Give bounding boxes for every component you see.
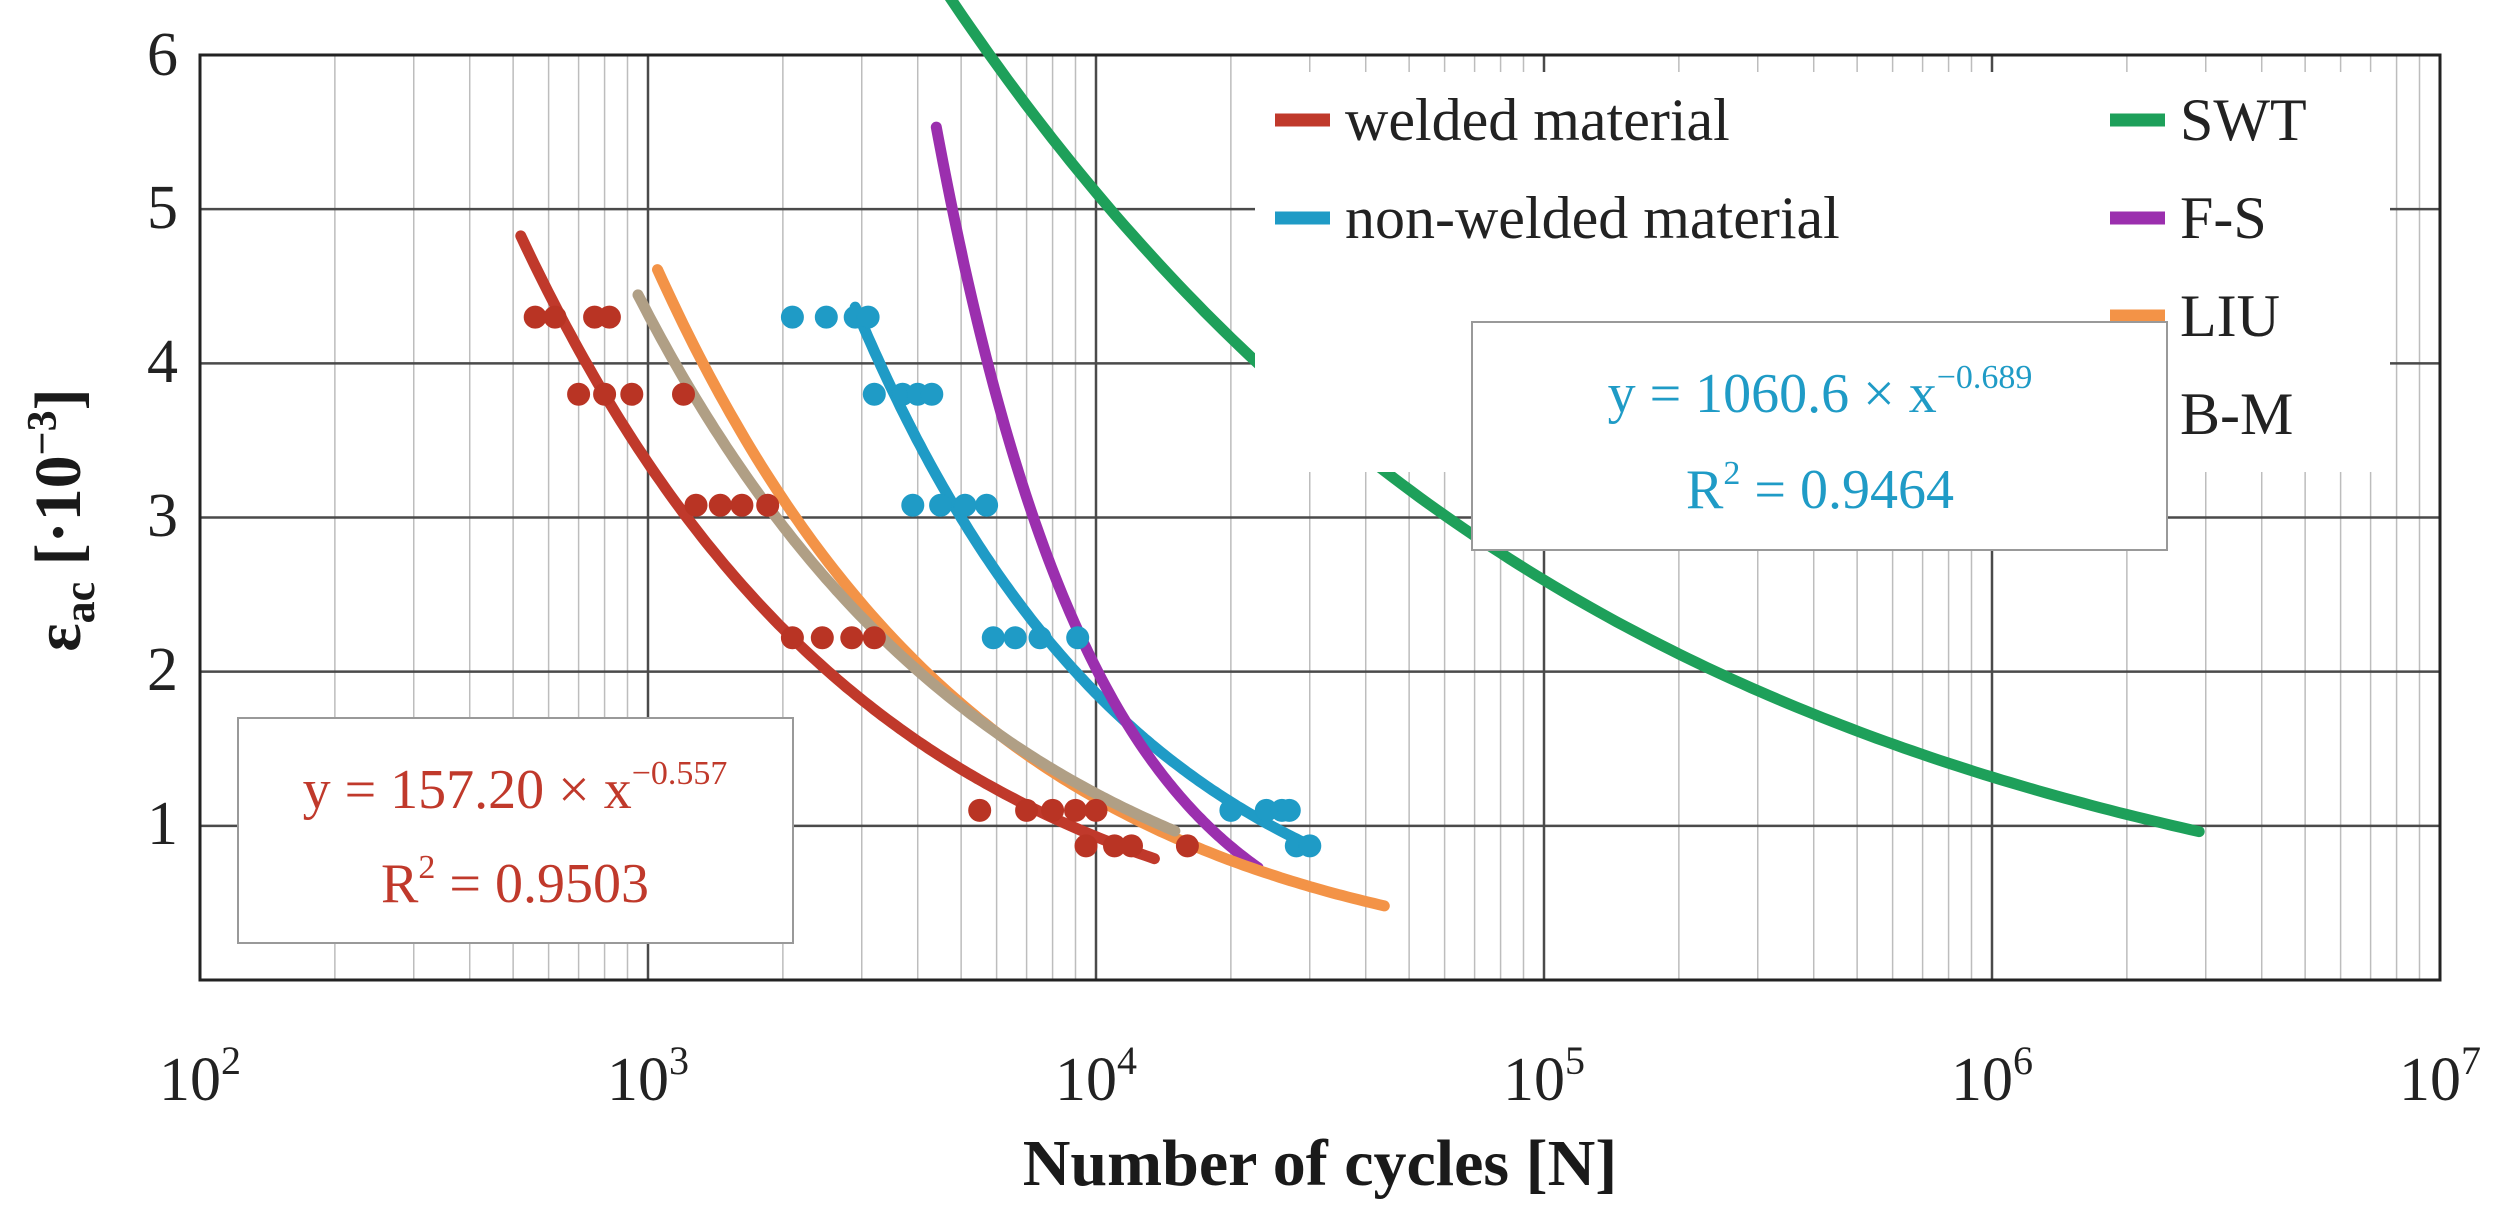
data-point	[840, 626, 864, 650]
legend-item-liu: LIU	[2110, 283, 2280, 349]
fit-curve-b-m	[632, 289, 1181, 837]
y-tick-label: 6	[147, 21, 178, 89]
data-point	[1175, 834, 1199, 858]
data-point	[810, 626, 834, 650]
data-points	[523, 305, 1322, 858]
data-point	[1277, 798, 1301, 822]
legend-label: welded material	[1345, 87, 1730, 153]
data-point	[567, 382, 591, 406]
x-axis-title: Number of cycles [N]	[1023, 1127, 1617, 1200]
data-point	[756, 493, 780, 517]
x-tick-label: 106	[1951, 1038, 2033, 1114]
data-point	[1066, 626, 1090, 650]
x-tick-label: 103	[607, 1038, 689, 1114]
data-point	[593, 382, 617, 406]
data-point	[1298, 834, 1322, 858]
annotation-r2: R2 = 0.9503	[381, 849, 649, 915]
data-point	[1074, 834, 1098, 858]
legend-item-nonwelded: non-welded material	[1275, 185, 1840, 251]
annotation-nonwelded-fit: y = 1060.6 × x−0.689 R2 = 0.9464	[1471, 321, 2168, 551]
data-point	[708, 493, 732, 517]
data-point	[1015, 798, 1039, 822]
data-point	[975, 493, 999, 517]
data-point	[730, 493, 754, 517]
legend-label: SWT	[2180, 87, 2307, 153]
annotation-welded-fit: y = 157.20 × x−0.557 R2 = 0.9503	[237, 717, 794, 944]
legend-label: non-welded material	[1345, 185, 1840, 251]
data-point	[620, 382, 644, 406]
annotation-equation: y = 1060.6 × x−0.689	[1608, 359, 2033, 425]
data-point	[1064, 798, 1087, 822]
legend-item-welded: welded material	[1275, 87, 1730, 153]
data-point	[1003, 626, 1027, 650]
y-axis-title: εac [·10−3]	[20, 388, 104, 651]
y-tick-labels: 1 2 3 4 5 6	[147, 21, 178, 858]
data-point	[862, 382, 886, 406]
y-tick-label: 5	[147, 174, 178, 242]
x-tick-label: 102	[159, 1038, 241, 1114]
data-point	[981, 626, 1005, 650]
y-tick-label: 1	[147, 790, 178, 858]
data-point	[814, 305, 838, 329]
legend-label: B-M	[2180, 381, 2293, 447]
x-tick-label: 107	[2399, 1038, 2481, 1114]
data-point	[780, 305, 804, 329]
data-point	[1219, 798, 1243, 822]
annotation-box	[237, 717, 794, 944]
data-point	[684, 493, 708, 517]
data-point	[953, 493, 977, 517]
annotation-equation: y = 157.20 × x−0.557	[303, 755, 728, 821]
data-point	[856, 305, 880, 329]
data-point	[1084, 798, 1108, 822]
fit-curves	[515, 0, 2205, 912]
data-point	[862, 626, 886, 650]
data-point	[672, 382, 695, 406]
data-point	[920, 382, 944, 406]
x-tick-label: 104	[1055, 1038, 1137, 1114]
x-tick-labels: 102 103 104 105 106 107	[159, 1038, 2481, 1114]
x-tick-label: 105	[1503, 1038, 1585, 1114]
annotation-box	[1471, 321, 2168, 551]
legend-label: LIU	[2180, 283, 2280, 349]
data-point	[543, 305, 567, 329]
plot-frame	[198, 53, 2442, 982]
legend-item-swt: SWT	[2110, 87, 2307, 153]
y-tick-label: 4	[147, 328, 178, 396]
y-tick-label: 2	[147, 636, 178, 704]
data-point	[523, 305, 547, 329]
data-point	[929, 493, 953, 517]
legend-item-fs: F-S	[2110, 185, 2267, 251]
data-point	[901, 493, 925, 517]
legend-label: F-S	[2180, 185, 2267, 251]
y-tick-label: 3	[147, 482, 178, 550]
fit-curve-f-s	[930, 121, 1264, 874]
data-point	[780, 626, 804, 650]
data-point	[968, 798, 992, 822]
data-point	[1028, 626, 1052, 650]
annotation-r2: R2 = 0.9464	[1686, 455, 1954, 521]
data-point	[1041, 798, 1065, 822]
data-point	[597, 305, 621, 329]
fit-curve-swt	[944, 0, 2205, 838]
data-point	[1120, 834, 1143, 858]
